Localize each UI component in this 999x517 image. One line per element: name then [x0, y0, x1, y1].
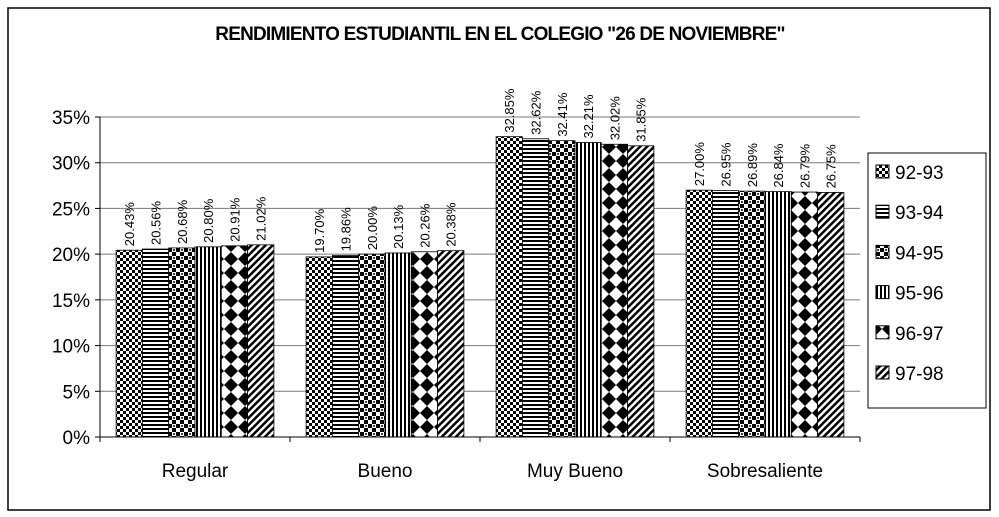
legend-swatch	[875, 244, 890, 259]
bar	[548, 140, 576, 438]
bar	[712, 190, 740, 438]
value-label: 20.43%	[122, 202, 137, 247]
value-label: 32.21%	[581, 94, 596, 139]
value-label: 32.02%	[607, 96, 622, 141]
legend-swatch	[875, 365, 890, 380]
y-tick-label: 15%	[52, 291, 90, 312]
value-label: 32.85%	[502, 88, 517, 133]
legend-label: 96-97	[895, 324, 944, 345]
y-tick-label: 35%	[52, 108, 90, 129]
bar	[410, 251, 438, 438]
chart-title: RENDIMIENTO ESTUDIANTIL EN EL COLEGIO "2…	[215, 24, 784, 45]
bar	[600, 143, 628, 438]
x-tick-label: Muy Bueno	[527, 461, 623, 482]
bar	[305, 256, 333, 438]
x-tick-label: Bueno	[358, 461, 413, 482]
value-label: 31.85%	[634, 97, 649, 142]
value-label: 20.38%	[444, 202, 459, 247]
bar	[685, 189, 713, 438]
legend-label: 92-93	[895, 163, 944, 184]
bar	[247, 244, 275, 438]
bar	[168, 247, 196, 438]
bar	[817, 192, 845, 438]
value-label: 26.79%	[797, 144, 812, 189]
legend-label: 95-96	[895, 284, 944, 305]
y-tick-label: 25%	[52, 199, 90, 220]
bar	[437, 250, 465, 438]
legend-swatch	[875, 204, 890, 219]
value-label: 20.56%	[149, 200, 164, 245]
value-label: 32.62%	[529, 90, 544, 135]
bar	[331, 255, 360, 438]
y-tick-label: 0%	[63, 428, 91, 449]
legend-swatch	[875, 164, 890, 179]
value-label: 26.84%	[771, 143, 786, 188]
value-label: 19.70%	[312, 208, 327, 253]
value-label: 20.00%	[365, 206, 380, 251]
x-tick-label: Regular	[162, 461, 229, 482]
bar	[764, 191, 792, 438]
legend-swatch	[875, 325, 890, 340]
value-label: 20.80%	[201, 198, 216, 243]
y-tick-label: 30%	[52, 154, 90, 175]
value-label: 26.89%	[745, 143, 760, 188]
value-label: 26.95%	[719, 142, 734, 187]
value-label: 26.75%	[824, 144, 839, 189]
bar	[141, 248, 170, 438]
legend-swatch	[875, 285, 890, 300]
bar	[627, 145, 655, 438]
legend-label: 93-94	[895, 203, 944, 224]
y-tick-label: 20%	[52, 245, 90, 266]
x-tick-label: Sobresaliente	[707, 461, 823, 482]
bar	[574, 142, 602, 438]
value-label: 20.68%	[175, 199, 190, 244]
value-label: 32.41%	[555, 92, 570, 137]
bar	[790, 191, 818, 438]
bar	[495, 136, 523, 438]
bar	[194, 246, 222, 438]
bar	[115, 249, 143, 438]
legend-label: 94-95	[895, 243, 944, 264]
y-tick-label: 10%	[52, 337, 90, 358]
value-label: 20.91%	[227, 197, 242, 242]
value-label: 19.86%	[339, 207, 354, 252]
bar	[358, 253, 386, 438]
y-tick-label: 5%	[63, 382, 91, 403]
bar	[522, 138, 550, 438]
value-label: 20.26%	[417, 203, 432, 248]
value-label: 27.00%	[692, 142, 707, 187]
bar	[220, 245, 249, 438]
legend-label: 97-98	[895, 364, 944, 385]
bar	[384, 252, 412, 438]
value-label: 20.13%	[391, 204, 406, 249]
bar	[738, 190, 766, 438]
value-label: 21.02%	[254, 196, 269, 241]
